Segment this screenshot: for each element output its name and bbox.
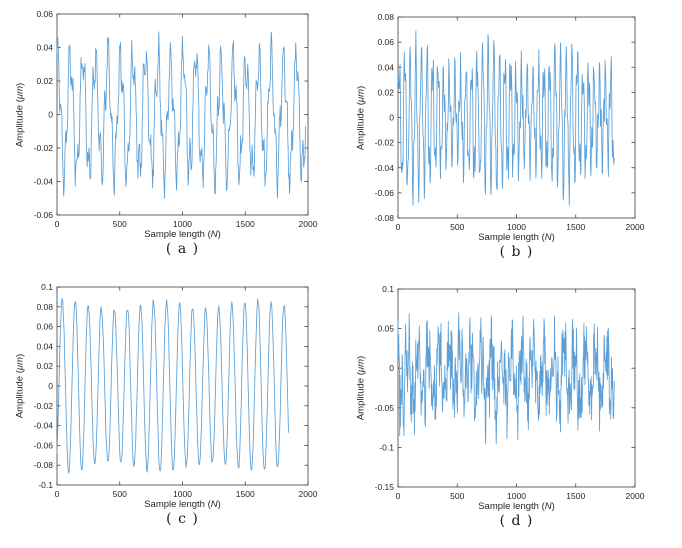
subplot-a: 0 500 1000 1500 2000 0.06 0.04 0.02 0 -0.02 -0.04 -… (0, 0, 341, 274)
svg-text:-0.08: -0.08 (34, 460, 54, 470)
x-axis-label: Sample length (N) (478, 232, 555, 243)
svg-text:0: 0 (55, 219, 60, 229)
svg-text:2000: 2000 (299, 219, 318, 229)
svg-text:-0.04: -0.04 (34, 421, 54, 431)
subplot-caption-b: ( b ) (499, 244, 534, 260)
svg-text:1500: 1500 (566, 491, 585, 501)
y-axis-label-close: ) (14, 82, 26, 86)
svg-text:500: 500 (113, 219, 127, 229)
svg-text:0: 0 (389, 363, 394, 373)
svg-text:-0.06: -0.06 (34, 440, 54, 450)
x-axis-label-close: ) (217, 229, 221, 240)
y-axis-label: Amplitude (μm) (356, 356, 367, 420)
plot-area-c: 0 500 1000 1500 2000 0.1 0.08 0.06 0.04 0.02 0 -0.0… (34, 282, 318, 499)
y-axis-label-close: ) (355, 85, 367, 89)
y-axis-unit: μm (355, 88, 367, 102)
subplot-c: 0 500 1000 1500 2000 0.1 0.08 0.06 0.04 0.02 0 -0.0… (0, 274, 341, 548)
x-axis-label-close: ) (217, 499, 221, 510)
svg-text:2000: 2000 (626, 222, 645, 232)
y-axis-unit: μm (14, 356, 26, 371)
y-axis-label: Amplitude (μm) (15, 82, 26, 146)
svg-text:2000: 2000 (299, 489, 318, 499)
svg-text:1000: 1000 (173, 489, 192, 499)
svg-text:500: 500 (113, 489, 127, 499)
svg-text:-0.05: -0.05 (375, 403, 395, 413)
svg-text:0.1: 0.1 (382, 284, 394, 294)
y-axis-unit: μm (14, 85, 26, 99)
y-axis-label-text: Amplitude ( (355, 101, 367, 150)
svg-text:-0.04: -0.04 (375, 163, 395, 173)
y-axis-label-close: ) (14, 353, 26, 357)
svg-text:1500: 1500 (566, 222, 585, 232)
svg-text:0.02: 0.02 (36, 361, 53, 371)
svg-text:0.04: 0.04 (36, 341, 53, 351)
svg-text:0.06: 0.06 (36, 322, 53, 332)
svg-text:-0.06: -0.06 (375, 188, 395, 198)
x-axis-variable: N (210, 499, 218, 510)
svg-text:0: 0 (396, 491, 401, 501)
svg-text:1500: 1500 (236, 489, 255, 499)
svg-text:1000: 1000 (173, 219, 192, 229)
svg-text:-0.1: -0.1 (38, 480, 53, 490)
x-axis-label-close: ) (551, 232, 555, 243)
y-axis-label-text: Amplitude ( (14, 370, 26, 419)
x-axis-variable: N (210, 229, 218, 240)
x-axis-label-text: Sample length ( (478, 232, 545, 243)
svg-text:0.1: 0.1 (41, 282, 53, 292)
x-axis-label-text: Sample length ( (478, 501, 545, 512)
plot-area-b: 0 500 1000 1500 2000 0.08 0.06 0.04 0.02 0 -0.02 -0… (375, 12, 645, 232)
svg-text:-0.06: -0.06 (34, 210, 54, 220)
x-axis-label-close: ) (551, 501, 555, 512)
svg-text:0.02: 0.02 (36, 76, 53, 86)
svg-text:-0.02: -0.02 (34, 401, 54, 411)
svg-text:500: 500 (450, 491, 464, 501)
svg-text:-0.02: -0.02 (375, 138, 395, 148)
y-axis-unit: μm (355, 358, 367, 373)
svg-text:0: 0 (396, 222, 401, 232)
svg-text:0.05: 0.05 (377, 324, 394, 334)
svg-text:0.06: 0.06 (36, 9, 53, 19)
svg-text:1000: 1000 (507, 222, 526, 232)
svg-text:0.04: 0.04 (377, 62, 394, 72)
svg-text:0.08: 0.08 (36, 302, 53, 312)
svg-text:0.04: 0.04 (36, 43, 53, 53)
svg-text:-0.02: -0.02 (34, 143, 54, 153)
subplot-d: 0 500 1000 1500 2000 0.1 0.05 0 -0.05 -0.1 -0.15 A… (341, 274, 682, 548)
x-axis-label: Sample length (N) (144, 499, 221, 510)
svg-text:1500: 1500 (236, 219, 255, 229)
x-axis-label-text: Sample length ( (144, 229, 211, 240)
x-axis-label: Sample length (N) (144, 229, 221, 240)
svg-text:0: 0 (48, 381, 53, 391)
svg-text:2000: 2000 (626, 491, 645, 501)
plot-area-d: 0 500 1000 1500 2000 0.1 0.05 0 -0.05 -0.1 -0.15 (375, 284, 645, 501)
y-axis-label: Amplitude (μm) (356, 85, 367, 149)
y-axis-label-close: ) (355, 355, 367, 359)
svg-text:1000: 1000 (507, 491, 526, 501)
x-axis-variable: N (544, 232, 552, 243)
svg-text:0: 0 (389, 113, 394, 123)
subplot-caption-a: ( a ) (165, 241, 200, 257)
y-axis-label-text: Amplitude ( (355, 372, 367, 421)
subplot-b: 0 500 1000 1500 2000 0.08 0.06 0.04 0.02 0 -0.02 -0… (341, 0, 682, 274)
svg-text:-0.1: -0.1 (379, 442, 394, 452)
svg-text:0.08: 0.08 (377, 12, 394, 22)
svg-text:500: 500 (450, 222, 464, 232)
svg-text:0.06: 0.06 (377, 37, 394, 47)
y-axis-label: Amplitude (μm) (15, 354, 26, 418)
x-axis-variable: N (544, 501, 552, 512)
x-axis-label-text: Sample length ( (144, 499, 211, 510)
svg-text:-0.04: -0.04 (34, 177, 54, 187)
svg-text:-0.15: -0.15 (375, 482, 395, 492)
svg-text:0: 0 (55, 489, 60, 499)
plot-area-a: 0 500 1000 1500 2000 0.06 0.04 0.02 0 -0.02 -0.04 -… (34, 9, 318, 229)
svg-text:0: 0 (48, 110, 53, 120)
y-axis-label-text: Amplitude ( (14, 98, 26, 147)
x-axis-label: Sample length (N) (478, 501, 555, 512)
subplot-caption-c: ( c ) (166, 511, 199, 527)
svg-text:-0.08: -0.08 (375, 213, 395, 223)
subplot-caption-d: ( d ) (499, 513, 534, 529)
svg-text:0.02: 0.02 (377, 87, 394, 97)
